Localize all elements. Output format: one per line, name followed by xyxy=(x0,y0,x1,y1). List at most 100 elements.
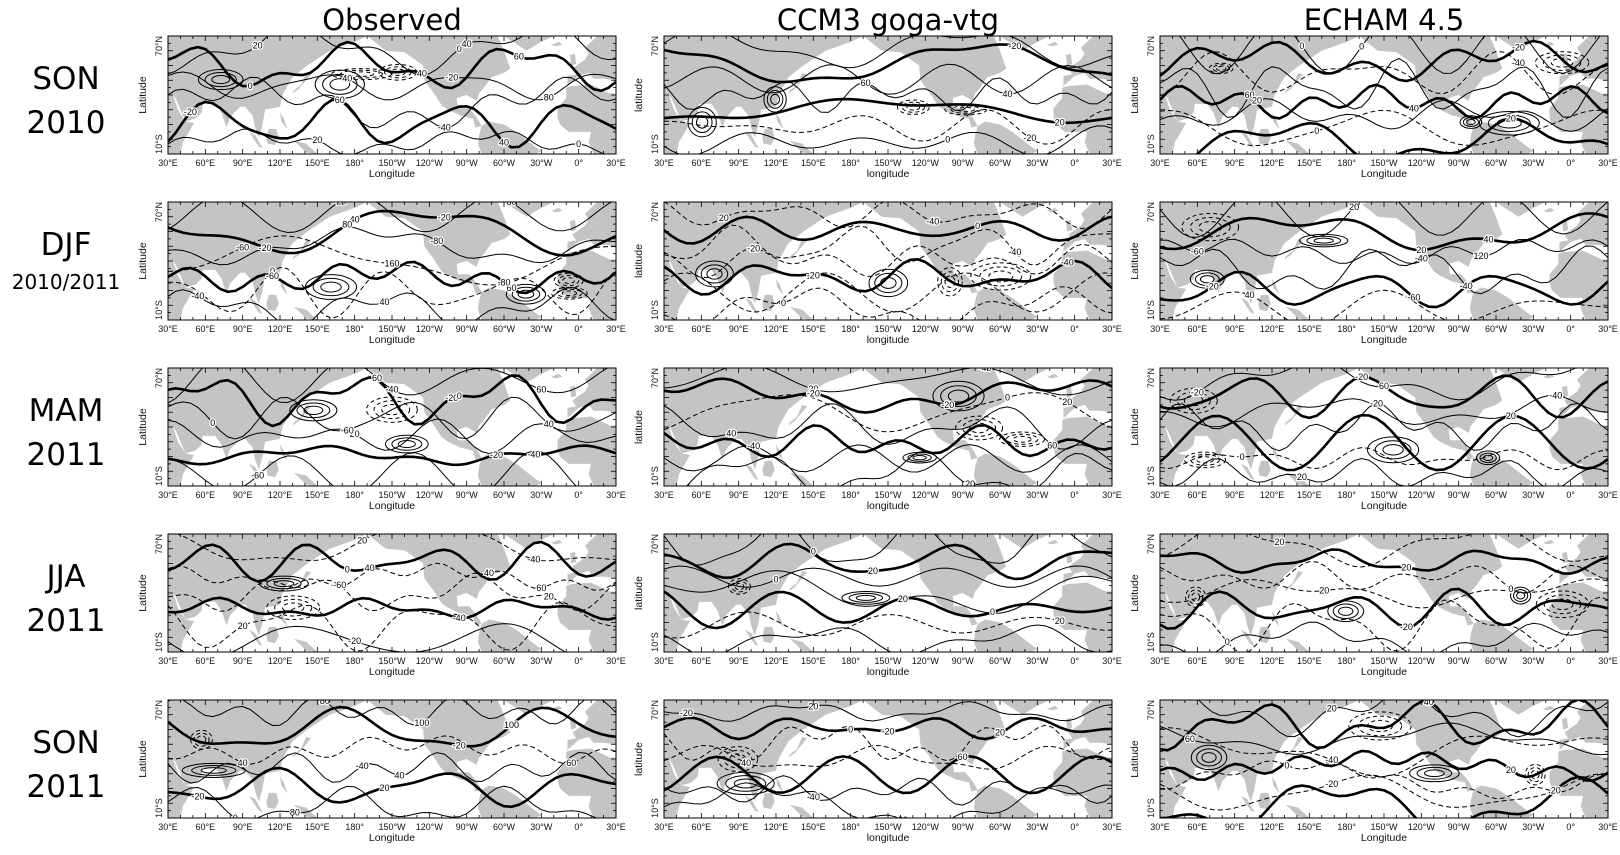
contour-label: 60 xyxy=(372,373,382,383)
contour-label: 40 xyxy=(380,297,390,307)
lon-tick-label: 0° xyxy=(1566,822,1575,832)
lon-tick-label: 60°W xyxy=(493,324,516,334)
contour-label: 0 xyxy=(990,607,995,617)
lon-tick-label: 60°E xyxy=(196,822,216,832)
lon-tick-label: 0° xyxy=(1070,158,1079,168)
x-axis-label: Longitude xyxy=(369,666,415,678)
contour-label: -20 xyxy=(1191,388,1204,398)
lon-tick-label: 180° xyxy=(1337,822,1356,832)
lon-tick-label: 90°W xyxy=(952,656,975,666)
lon-tick-label: 90°W xyxy=(952,324,975,334)
contour-label: 60 xyxy=(1047,441,1057,451)
contour-label: -60 xyxy=(1407,293,1420,303)
lon-tick-label: 60°W xyxy=(1485,324,1508,334)
map-area: 2020020-200 xyxy=(1160,526,1608,658)
lon-tick-label: 90°E xyxy=(729,490,749,500)
contour-label: 40 xyxy=(1002,89,1012,99)
contour-label: 20 xyxy=(1506,765,1516,775)
contour-label: -20 xyxy=(747,243,760,253)
lat-tick-label: 70°N xyxy=(1146,700,1156,720)
contour-label: 100 xyxy=(414,718,429,728)
contour-label: 0 xyxy=(576,139,581,149)
lon-tick-label: 0° xyxy=(1566,324,1575,334)
x-axis-label: longitude xyxy=(867,666,910,678)
lon-tick-label: 30°E xyxy=(1150,822,1170,832)
lon-tick-label: 30°W xyxy=(530,490,553,500)
lon-tick-label: 120°W xyxy=(1408,158,1436,168)
row-season: MAM xyxy=(29,393,104,429)
column-title: Observed xyxy=(322,3,462,37)
x-axis-label: Longitude xyxy=(1361,500,1407,512)
lon-tick-label: 30°E xyxy=(654,656,674,666)
lon-tick-label: 120°W xyxy=(416,324,444,334)
lon-tick-label: 90°W xyxy=(1448,490,1471,500)
lon-tick-label: 150°W xyxy=(378,656,406,666)
lon-tick-label: 120°E xyxy=(1260,158,1285,168)
contour-label: -40 xyxy=(1512,58,1525,68)
x-axis-label: Longitude xyxy=(369,832,415,844)
contour-label: 0 xyxy=(781,298,786,308)
lon-tick-label: 0° xyxy=(1070,822,1079,832)
contour-label: 80 xyxy=(320,696,330,706)
contour-label: -20 xyxy=(1400,622,1413,632)
lon-tick-label: 150°E xyxy=(801,490,826,500)
lon-tick-label: 90°W xyxy=(456,158,479,168)
contour-label: -20 xyxy=(1512,42,1525,52)
lon-tick-label: 30°E xyxy=(1598,158,1618,168)
lon-tick-label: 90°W xyxy=(952,158,975,168)
contour-label: -40 xyxy=(747,441,760,451)
contour-label: -60 xyxy=(236,242,249,252)
map-panel: 0-20406020-20030°E60°E90°E120°E150°E180°… xyxy=(633,21,1122,180)
contour-label: -20 xyxy=(1206,281,1219,291)
lat-tick-label: 10°S xyxy=(154,134,164,154)
contour-label: 80 xyxy=(290,807,300,817)
y-axis-label: latitude xyxy=(633,742,645,776)
lon-tick-label: 30°E xyxy=(606,158,626,168)
lon-tick-label: 60°E xyxy=(196,656,216,666)
contour-label: 0 xyxy=(699,21,704,31)
contour-label: 120 xyxy=(1474,251,1489,261)
lon-tick-label: 0° xyxy=(1070,490,1079,500)
contour-label: 20 xyxy=(1055,118,1065,128)
lon-tick-label: 60°E xyxy=(1188,822,1208,832)
lon-tick-label: 180° xyxy=(1337,490,1356,500)
contour-label: 0 xyxy=(1508,584,1513,594)
lon-tick-label: 30°E xyxy=(654,822,674,832)
lat-tick-label: 70°N xyxy=(1146,202,1156,222)
lon-tick-label: 60°W xyxy=(1485,822,1508,832)
contour-label: -40 xyxy=(1061,257,1074,267)
lon-tick-label: 30°W xyxy=(1522,490,1545,500)
lon-tick-label: 150°W xyxy=(874,324,902,334)
lon-tick-label: 120°E xyxy=(764,324,789,334)
contour-label: -40 xyxy=(385,384,398,394)
lon-tick-label: 30°E xyxy=(1150,158,1170,168)
contour-label: 20 xyxy=(1274,537,1284,547)
lon-tick-label: 120°E xyxy=(268,324,293,334)
contour-label: 20 xyxy=(357,535,367,545)
lon-tick-label: 150°W xyxy=(1370,656,1398,666)
lon-tick-label: 90°E xyxy=(233,490,253,500)
lon-tick-label: 60°E xyxy=(692,656,712,666)
contour-label: 0 xyxy=(1240,452,1245,462)
contour-label: 40 xyxy=(1409,103,1419,113)
contour-label: 40 xyxy=(342,73,352,83)
contour-label: -80 xyxy=(497,278,510,288)
lon-tick-label: 150°E xyxy=(1297,656,1322,666)
contour-label: 20 xyxy=(1416,245,1426,255)
contour-label: 40 xyxy=(394,770,404,780)
y-axis-label: latitude xyxy=(633,576,645,610)
lon-tick-label: 150°E xyxy=(801,158,826,168)
lon-tick-label: 30°W xyxy=(530,158,553,168)
lon-tick-label: 150°W xyxy=(874,656,902,666)
map-panel: 2020020-20030°E60°E90°E120°E150°E180°150… xyxy=(1129,526,1618,678)
map-panel: 80-2060402080-8010040-40-20010030°E60°E9… xyxy=(137,692,626,844)
lon-tick-label: 90°E xyxy=(729,324,749,334)
lon-tick-label: 30°W xyxy=(1026,656,1049,666)
contour-label: -20 xyxy=(191,791,204,801)
contour-label: -40 xyxy=(1460,281,1473,291)
lon-tick-label: 120°E xyxy=(268,490,293,500)
x-axis-label: longitude xyxy=(867,168,910,180)
lon-tick-label: 90°E xyxy=(233,656,253,666)
lon-tick-label: 60°W xyxy=(493,490,516,500)
contour-label: 40 xyxy=(726,428,736,438)
